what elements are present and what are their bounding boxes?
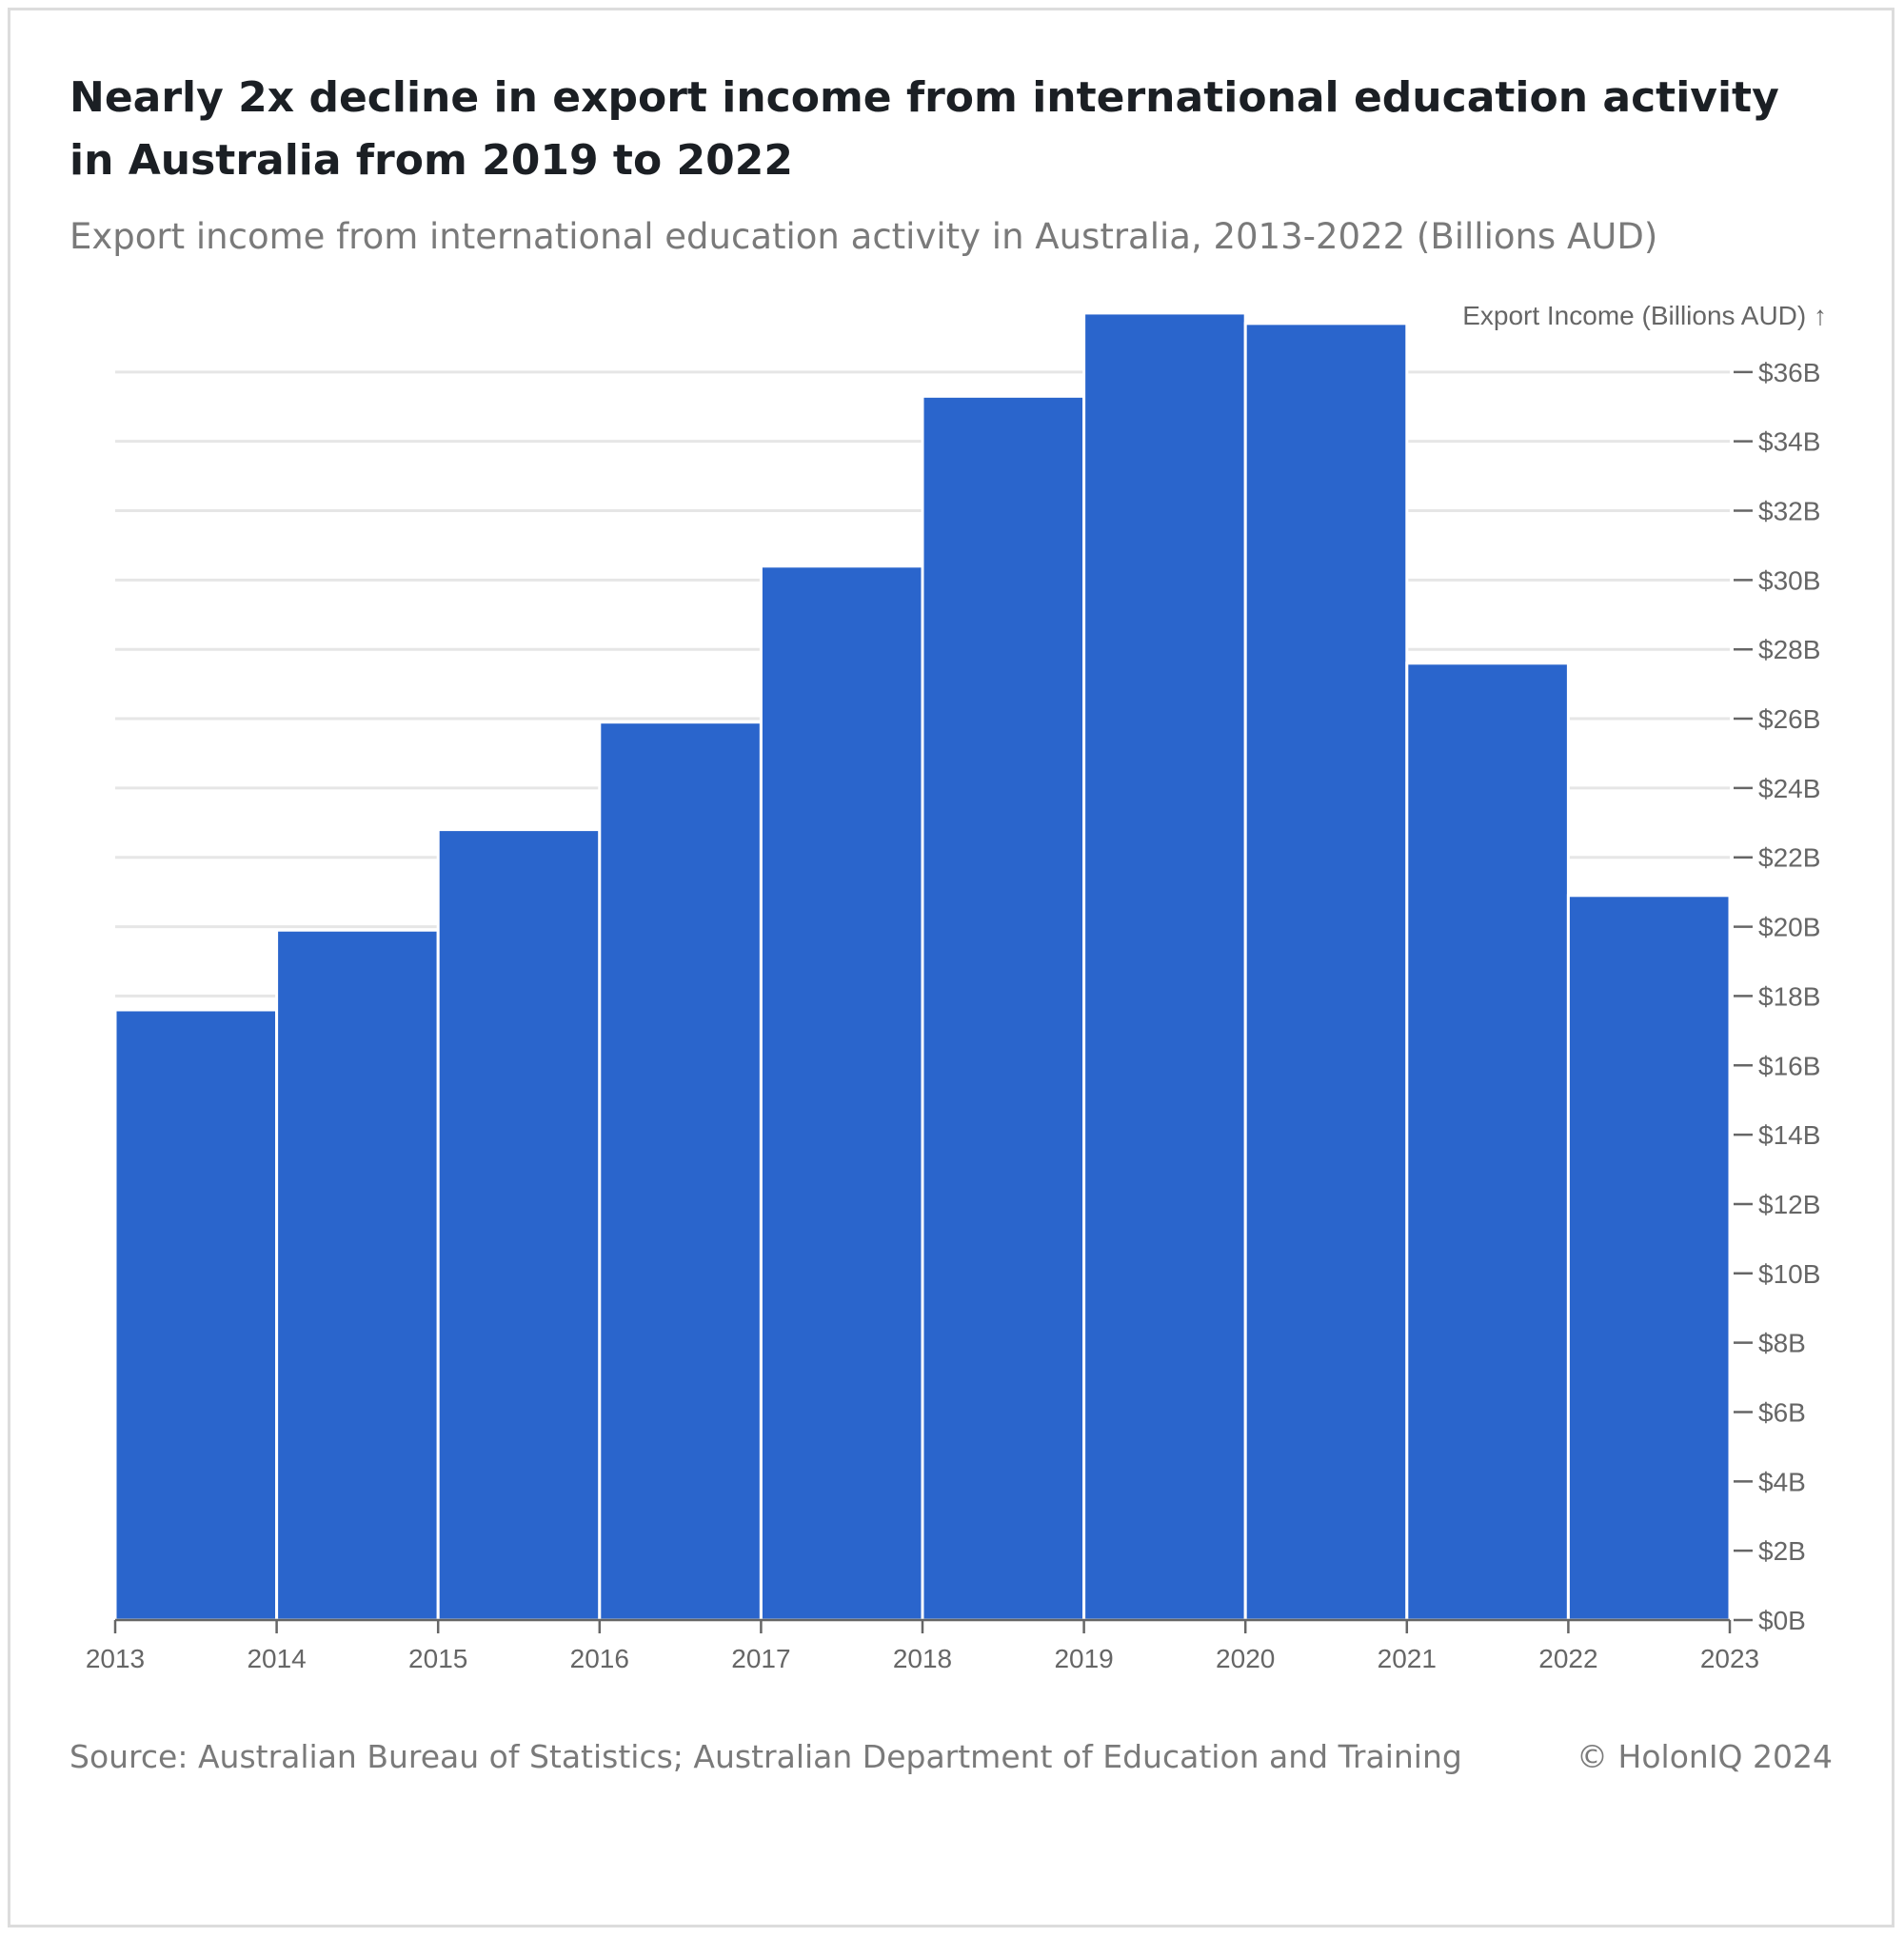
y-tick-label: $0B bbox=[1758, 1606, 1806, 1635]
x-tick-label: 2015 bbox=[408, 1644, 467, 1673]
bar-2022 bbox=[1566, 894, 1732, 1622]
x-tick-label: 2023 bbox=[1700, 1644, 1759, 1673]
y-tick-label: $24B bbox=[1758, 774, 1820, 803]
bar-2013 bbox=[113, 1008, 279, 1622]
y-tick-label: $34B bbox=[1758, 427, 1820, 457]
copyright-note: © HolonIQ 2024 bbox=[1577, 1738, 1833, 1775]
bar-2014 bbox=[275, 928, 440, 1622]
x-tick-label: 2021 bbox=[1378, 1644, 1437, 1673]
x-tick-label: 2016 bbox=[570, 1644, 629, 1673]
chart-subtitle: Export income from international educati… bbox=[69, 216, 1658, 257]
bar-2018 bbox=[921, 394, 1086, 1622]
y-tick-label: $36B bbox=[1758, 358, 1820, 387]
y-tick-label: $16B bbox=[1758, 1051, 1820, 1080]
x-tick-label: 2018 bbox=[893, 1644, 952, 1673]
bar-2020 bbox=[1243, 322, 1409, 1622]
y-tick-label: $20B bbox=[1758, 913, 1820, 942]
x-tick-label: 2017 bbox=[731, 1644, 790, 1673]
y-tick-label: $30B bbox=[1758, 565, 1820, 595]
y-tick-label: $22B bbox=[1758, 843, 1820, 873]
y-tick-label: $12B bbox=[1758, 1190, 1820, 1219]
bar-2017 bbox=[759, 564, 924, 1622]
y-axis: $0B $2B $4B $6B $8B $10B $12B $14B $16B $18B $20B $… bbox=[1734, 358, 1820, 1635]
y-tick-label: $8B bbox=[1758, 1329, 1806, 1358]
y-tick-label: $26B bbox=[1758, 704, 1820, 734]
source-note: Source: Australian Bureau of Statistics;… bbox=[69, 1738, 1462, 1775]
bars bbox=[113, 311, 1732, 1622]
y-tick-label: $18B bbox=[1758, 981, 1820, 1011]
bar-2015 bbox=[436, 828, 602, 1622]
y-tick-label: $32B bbox=[1758, 497, 1820, 526]
y-tick-label: $14B bbox=[1758, 1120, 1820, 1150]
x-tick-label: 2019 bbox=[1054, 1644, 1113, 1673]
x-tick-label: 2022 bbox=[1538, 1644, 1597, 1673]
x-axis: 2013 2014 2015 2016 2017 2018 2019 2020 2021 2022… bbox=[86, 1618, 1759, 1673]
y-tick-label: $6B bbox=[1758, 1397, 1806, 1427]
y-tick-label: $10B bbox=[1758, 1259, 1820, 1289]
x-tick-label: 2013 bbox=[86, 1644, 145, 1673]
bar-2016 bbox=[598, 721, 763, 1622]
chart-title: Nearly 2x decline in export income from … bbox=[69, 73, 1779, 185]
y-tick-label: $4B bbox=[1758, 1467, 1806, 1496]
y-tick-label: $2B bbox=[1758, 1536, 1806, 1566]
bar-2021 bbox=[1405, 662, 1570, 1622]
bar-2019 bbox=[1082, 311, 1247, 1622]
x-tick-label: 2020 bbox=[1216, 1644, 1275, 1673]
x-tick-label: 2014 bbox=[247, 1644, 306, 1673]
y-axis-title: Export Income (Billions AUD) ↑ bbox=[1462, 301, 1827, 330]
y-tick-label: $28B bbox=[1758, 635, 1820, 664]
